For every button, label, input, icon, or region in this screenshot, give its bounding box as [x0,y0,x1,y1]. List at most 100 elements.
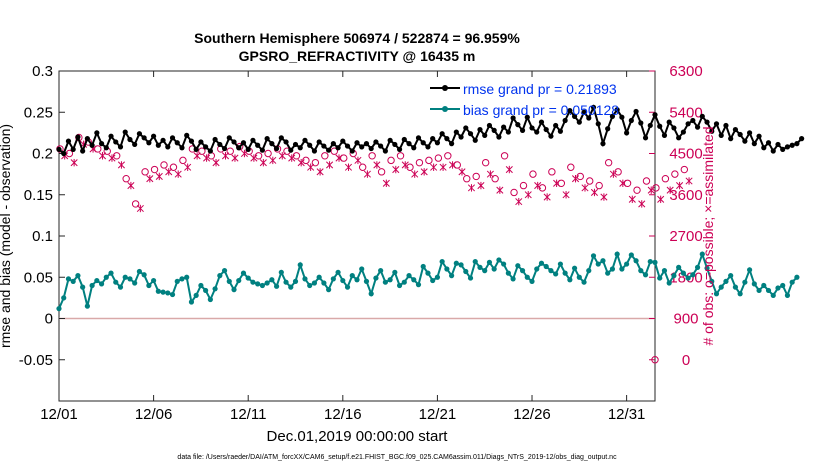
obs-possible-point [652,184,660,192]
bias-point [288,284,294,290]
bias-point [619,266,625,272]
bias-point [770,292,776,298]
obs-assimilated-point [439,163,447,171]
rmse-point [633,108,639,115]
legend-bias-marker [442,106,448,112]
rmse-point [61,150,67,157]
rmse-point [259,147,265,153]
bias-point [122,274,128,280]
obs-assimilated-point [221,152,230,160]
bias-point [212,286,218,292]
bias-point [709,278,715,284]
bias-point [255,281,261,287]
rmse-point [278,135,284,141]
rmse-point [732,126,739,133]
rmse-point [538,119,545,125]
rmse-point [430,136,436,142]
rmse-point [344,143,351,149]
obs-possible-point [671,170,679,178]
y-left-tick-label: 0.05 [24,269,53,286]
rmse-point [458,134,464,140]
rmse-point [491,127,497,133]
rmse-point [595,121,601,127]
bias-point [657,275,663,281]
rmse-point [406,141,412,147]
obs-assimilated-point [524,191,532,199]
bias-point [638,268,644,274]
rmse-point [292,141,299,148]
obs-assimilated-point [326,161,334,169]
obs-possible-point [340,154,348,162]
bias-point [292,278,299,284]
rmse-point [396,146,403,152]
rmse-point [747,130,753,136]
rmse-point [326,147,332,153]
bias-point [330,276,336,282]
bias-point [553,271,559,277]
rmse-point [288,147,294,153]
obs-possible-point [396,152,405,160]
bias-point [392,269,398,275]
bias-point [297,262,303,268]
bias-point [652,259,658,265]
rmse-point [330,141,336,147]
bias-point [676,264,682,270]
obs-possible-point [651,356,659,364]
bias-point [680,270,686,276]
obs-assimilated-point [363,170,371,178]
bias-point [65,276,72,282]
bias-point [747,267,753,273]
y-axis-right-label: # of obs: o=possible; ×=assimilated [700,126,716,345]
rmse-point [335,145,341,151]
obs-possible-point [491,175,499,183]
rmse-point [562,117,568,124]
rmse-point [751,141,757,147]
bias-point [61,295,67,301]
bias-point [188,299,195,305]
y-left-tick-label: 0 [45,311,53,328]
obs-assimilated-point [430,163,438,171]
rmse-point [519,127,526,133]
bias-point [538,260,545,266]
rmse-point [155,142,161,148]
bias-point [496,257,502,263]
obs-possible-point [292,152,301,160]
y-left-tick-label: 0.3 [32,63,53,80]
bias-point [449,273,455,279]
obs-possible-point [444,152,452,160]
rmse-point [184,132,190,138]
bias-point [505,270,511,276]
rmse-point [652,112,658,118]
obs-assimilated-point [505,165,513,174]
rmse-point [676,135,682,141]
rmse-point [756,133,762,139]
obs-possible-point [661,175,670,183]
obs-assimilated-point [165,168,173,176]
bias-point [160,289,166,295]
rmse-point [486,122,493,129]
rmse-point [529,125,535,131]
bias-point [491,266,497,272]
bias-point [193,292,199,298]
bias-point [439,258,445,265]
bias-point [103,274,109,280]
rmse-point [146,140,152,146]
bias-point [685,275,691,281]
bias-point [89,282,95,289]
rmse-point [236,145,242,151]
obs-possible-point [406,163,414,171]
rmse-point [321,143,327,149]
bias-point [548,268,554,274]
bias-point [430,277,436,284]
rmse-point [780,146,786,152]
obs-possible-point [122,175,130,183]
y-right-tick-label: 6300 [669,63,702,80]
bias-point [751,281,757,287]
rmse-point [316,139,322,145]
rmse-point [151,133,157,139]
obs-assimilated-point [571,175,580,183]
rmse-point [401,136,407,143]
obs-possible-point [642,177,651,185]
bias-point [226,278,232,284]
